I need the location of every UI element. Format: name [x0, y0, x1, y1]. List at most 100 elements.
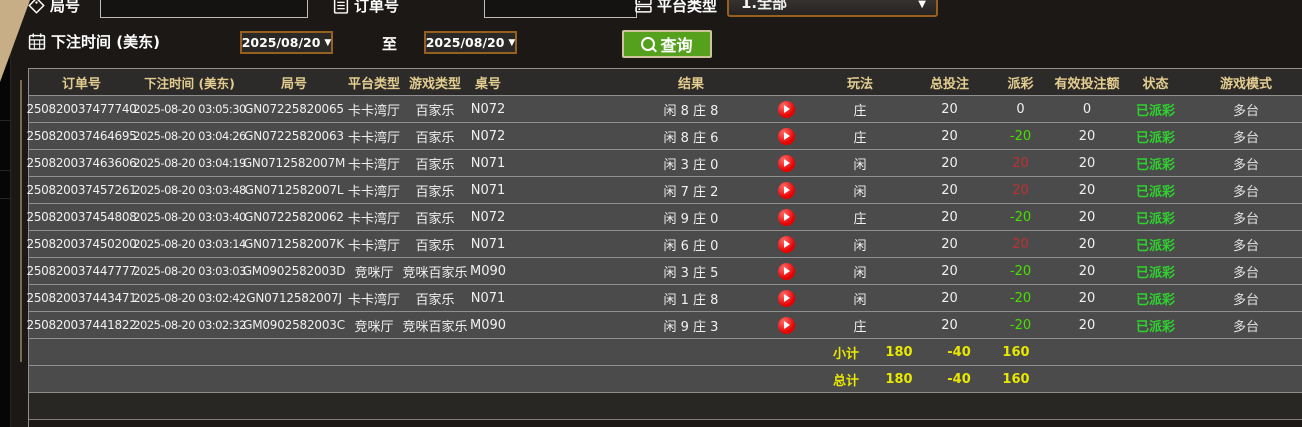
- cell-play-method: 庄: [853, 211, 867, 227]
- date-from-value: 2025/08/20: [241, 35, 321, 50]
- bet-time-label-text: 下注时间 (美东): [51, 33, 160, 51]
- cell-play-method: 闲: [853, 292, 867, 308]
- header-bet-time: 下注时间 (美东): [144, 75, 235, 91]
- cell-total-bet: 20: [941, 101, 958, 117]
- header-total-bet: 总投注: [929, 76, 969, 92]
- cell-round: GM0902582003C: [243, 318, 345, 332]
- subtotal-row: 小计 180 -40 160: [29, 339, 1302, 366]
- grand-total-label: 总计: [832, 373, 859, 389]
- cell-game-type: 百家乐: [415, 292, 455, 308]
- cell-result: 闲 7 庄 2: [663, 184, 719, 200]
- query-button[interactable]: 查询: [622, 30, 712, 58]
- replay-video-icon[interactable]: [777, 208, 795, 226]
- chevron-down-icon: ▼: [508, 37, 516, 48]
- cell-order: 250820037463606: [26, 156, 137, 170]
- cell-game-mode: 多台: [1232, 184, 1259, 200]
- platform-select-value: 1.全部: [741, 0, 788, 12]
- table-row[interactable]: 250820037447777 2025-08-20 03:03:03 GM09…: [26, 258, 1302, 285]
- table-row[interactable]: 250820037450200 2025-08-20 03:03:14 GN07…: [26, 231, 1302, 258]
- platform-select[interactable]: 1.全部 ▼: [727, 0, 938, 17]
- cell-valid-bet: 20: [1078, 182, 1096, 198]
- cell-game-mode: 多台: [1232, 130, 1259, 146]
- cell-total-bet: 20: [941, 263, 958, 279]
- cell-game-mode: 多台: [1232, 238, 1259, 254]
- cell-table-no: N071: [470, 290, 506, 306]
- cell-game-type: 百家乐: [415, 157, 455, 173]
- query-button-label: 查询: [660, 38, 693, 55]
- corner-decoration: [0, 0, 30, 82]
- cell-valid-bet: 20: [1078, 317, 1096, 333]
- cell-platform: 竞咪厅: [354, 265, 394, 281]
- date-to-picker[interactable]: 2025/08/20 ▼: [424, 31, 517, 54]
- cell-table-no: N072: [470, 209, 506, 225]
- table-row[interactable]: 250820037477740 2025-08-20 03:05:30 GN07…: [26, 96, 1302, 123]
- cell-total-bet: 20: [941, 290, 958, 306]
- cell-bet-time: 2025-08-20 03:02:42: [133, 291, 246, 305]
- grand-total-valid-bet: 160: [1002, 371, 1030, 387]
- list-icon: [333, 0, 349, 14]
- cell-bet-time: 2025-08-20 03:03:48: [133, 183, 246, 197]
- orders-table: 订单号 下注时间 (美东) 局号 平台类型 游戏类型 桌号 结果 玩法 总投注 …: [26, 68, 1302, 427]
- status-badge: 已派彩: [1135, 211, 1175, 227]
- cell-result: 闲 3 庄 0: [663, 157, 719, 173]
- cell-round: GM0902582003D: [242, 264, 346, 278]
- cell-game-mode: 多台: [1232, 211, 1259, 227]
- cell-total-bet: 20: [941, 317, 958, 333]
- cell-table-no: N071: [470, 236, 506, 252]
- header-order: 订单号: [61, 76, 101, 92]
- cell-play-method: 庄: [853, 103, 867, 119]
- table-row[interactable]: 250820037441822 2025-08-20 03:02:32 GM09…: [26, 312, 1302, 339]
- subtotal-valid-bet: 160: [1002, 344, 1030, 360]
- cell-order: 250820037450200: [26, 237, 137, 251]
- replay-video-icon[interactable]: [777, 154, 795, 172]
- date-from-picker[interactable]: 2025/08/20 ▼: [240, 31, 333, 54]
- cell-game-type: 百家乐: [415, 130, 455, 146]
- cell-platform: 竞咪厅: [354, 319, 394, 335]
- payout-value: 20: [1012, 182, 1029, 198]
- cell-valid-bet: 20: [1078, 290, 1096, 306]
- cell-game-type: 竞咪百家乐: [402, 319, 468, 335]
- replay-video-icon[interactable]: [777, 181, 795, 199]
- replay-video-icon[interactable]: [777, 289, 795, 307]
- replay-video-icon[interactable]: [777, 127, 795, 145]
- cell-result: 闲 8 庄 8: [663, 103, 719, 119]
- cell-valid-bet: 20: [1078, 263, 1096, 279]
- table-row[interactable]: 250820037457261 2025-08-20 03:03:48 GN07…: [26, 177, 1302, 204]
- table-row[interactable]: 250820037443471 2025-08-20 03:02:42 GN07…: [26, 285, 1302, 312]
- cell-valid-bet: 20: [1078, 128, 1096, 144]
- header-play-method: 玩法: [846, 76, 873, 92]
- replay-video-icon[interactable]: [777, 235, 795, 253]
- payout-value: 20: [1012, 155, 1029, 171]
- table-row[interactable]: 250820037463606 2025-08-20 03:04:19 GN07…: [26, 150, 1302, 177]
- table-row[interactable]: 250820037454808 2025-08-20 03:03:40 GN07…: [26, 204, 1302, 231]
- round-number-label-text: 局号: [50, 0, 81, 15]
- replay-video-icon[interactable]: [777, 316, 795, 334]
- cell-platform: 卡卡湾厅: [347, 103, 400, 119]
- cell-round: GN07225820062: [244, 210, 344, 224]
- header-round: 局号: [280, 76, 307, 92]
- cell-play-method: 庄: [853, 130, 867, 146]
- cell-valid-bet: 20: [1078, 236, 1096, 252]
- payout-value: 0: [1016, 101, 1025, 117]
- cell-round: GN0712582007J: [246, 291, 342, 305]
- replay-video-icon[interactable]: [777, 262, 795, 280]
- cell-bet-time: 2025-08-20 03:04:26: [133, 129, 246, 143]
- cell-total-bet: 20: [941, 155, 958, 171]
- cell-result: 闲 9 庄 0: [663, 211, 719, 227]
- cell-order: 250820037441822: [26, 318, 137, 332]
- table-row[interactable]: 250820037464695 2025-08-20 03:04:26 GN07…: [26, 123, 1302, 150]
- chevron-down-icon: ▼: [324, 37, 332, 48]
- stack-icon: [635, 0, 652, 13]
- cell-play-method: 庄: [853, 319, 867, 335]
- cell-table-no: M090: [469, 263, 507, 279]
- cell-game-type: 百家乐: [415, 103, 455, 119]
- left-edge-strip: [0, 0, 11, 427]
- chevron-down-icon: ▼: [918, 0, 926, 10]
- cell-game-mode: 多台: [1232, 157, 1259, 173]
- round-number-input[interactable]: [100, 0, 308, 18]
- order-number-input[interactable]: [484, 0, 637, 18]
- cell-platform: 卡卡湾厅: [347, 211, 400, 227]
- cell-valid-bet: 20: [1078, 155, 1096, 171]
- replay-video-icon[interactable]: [777, 100, 795, 118]
